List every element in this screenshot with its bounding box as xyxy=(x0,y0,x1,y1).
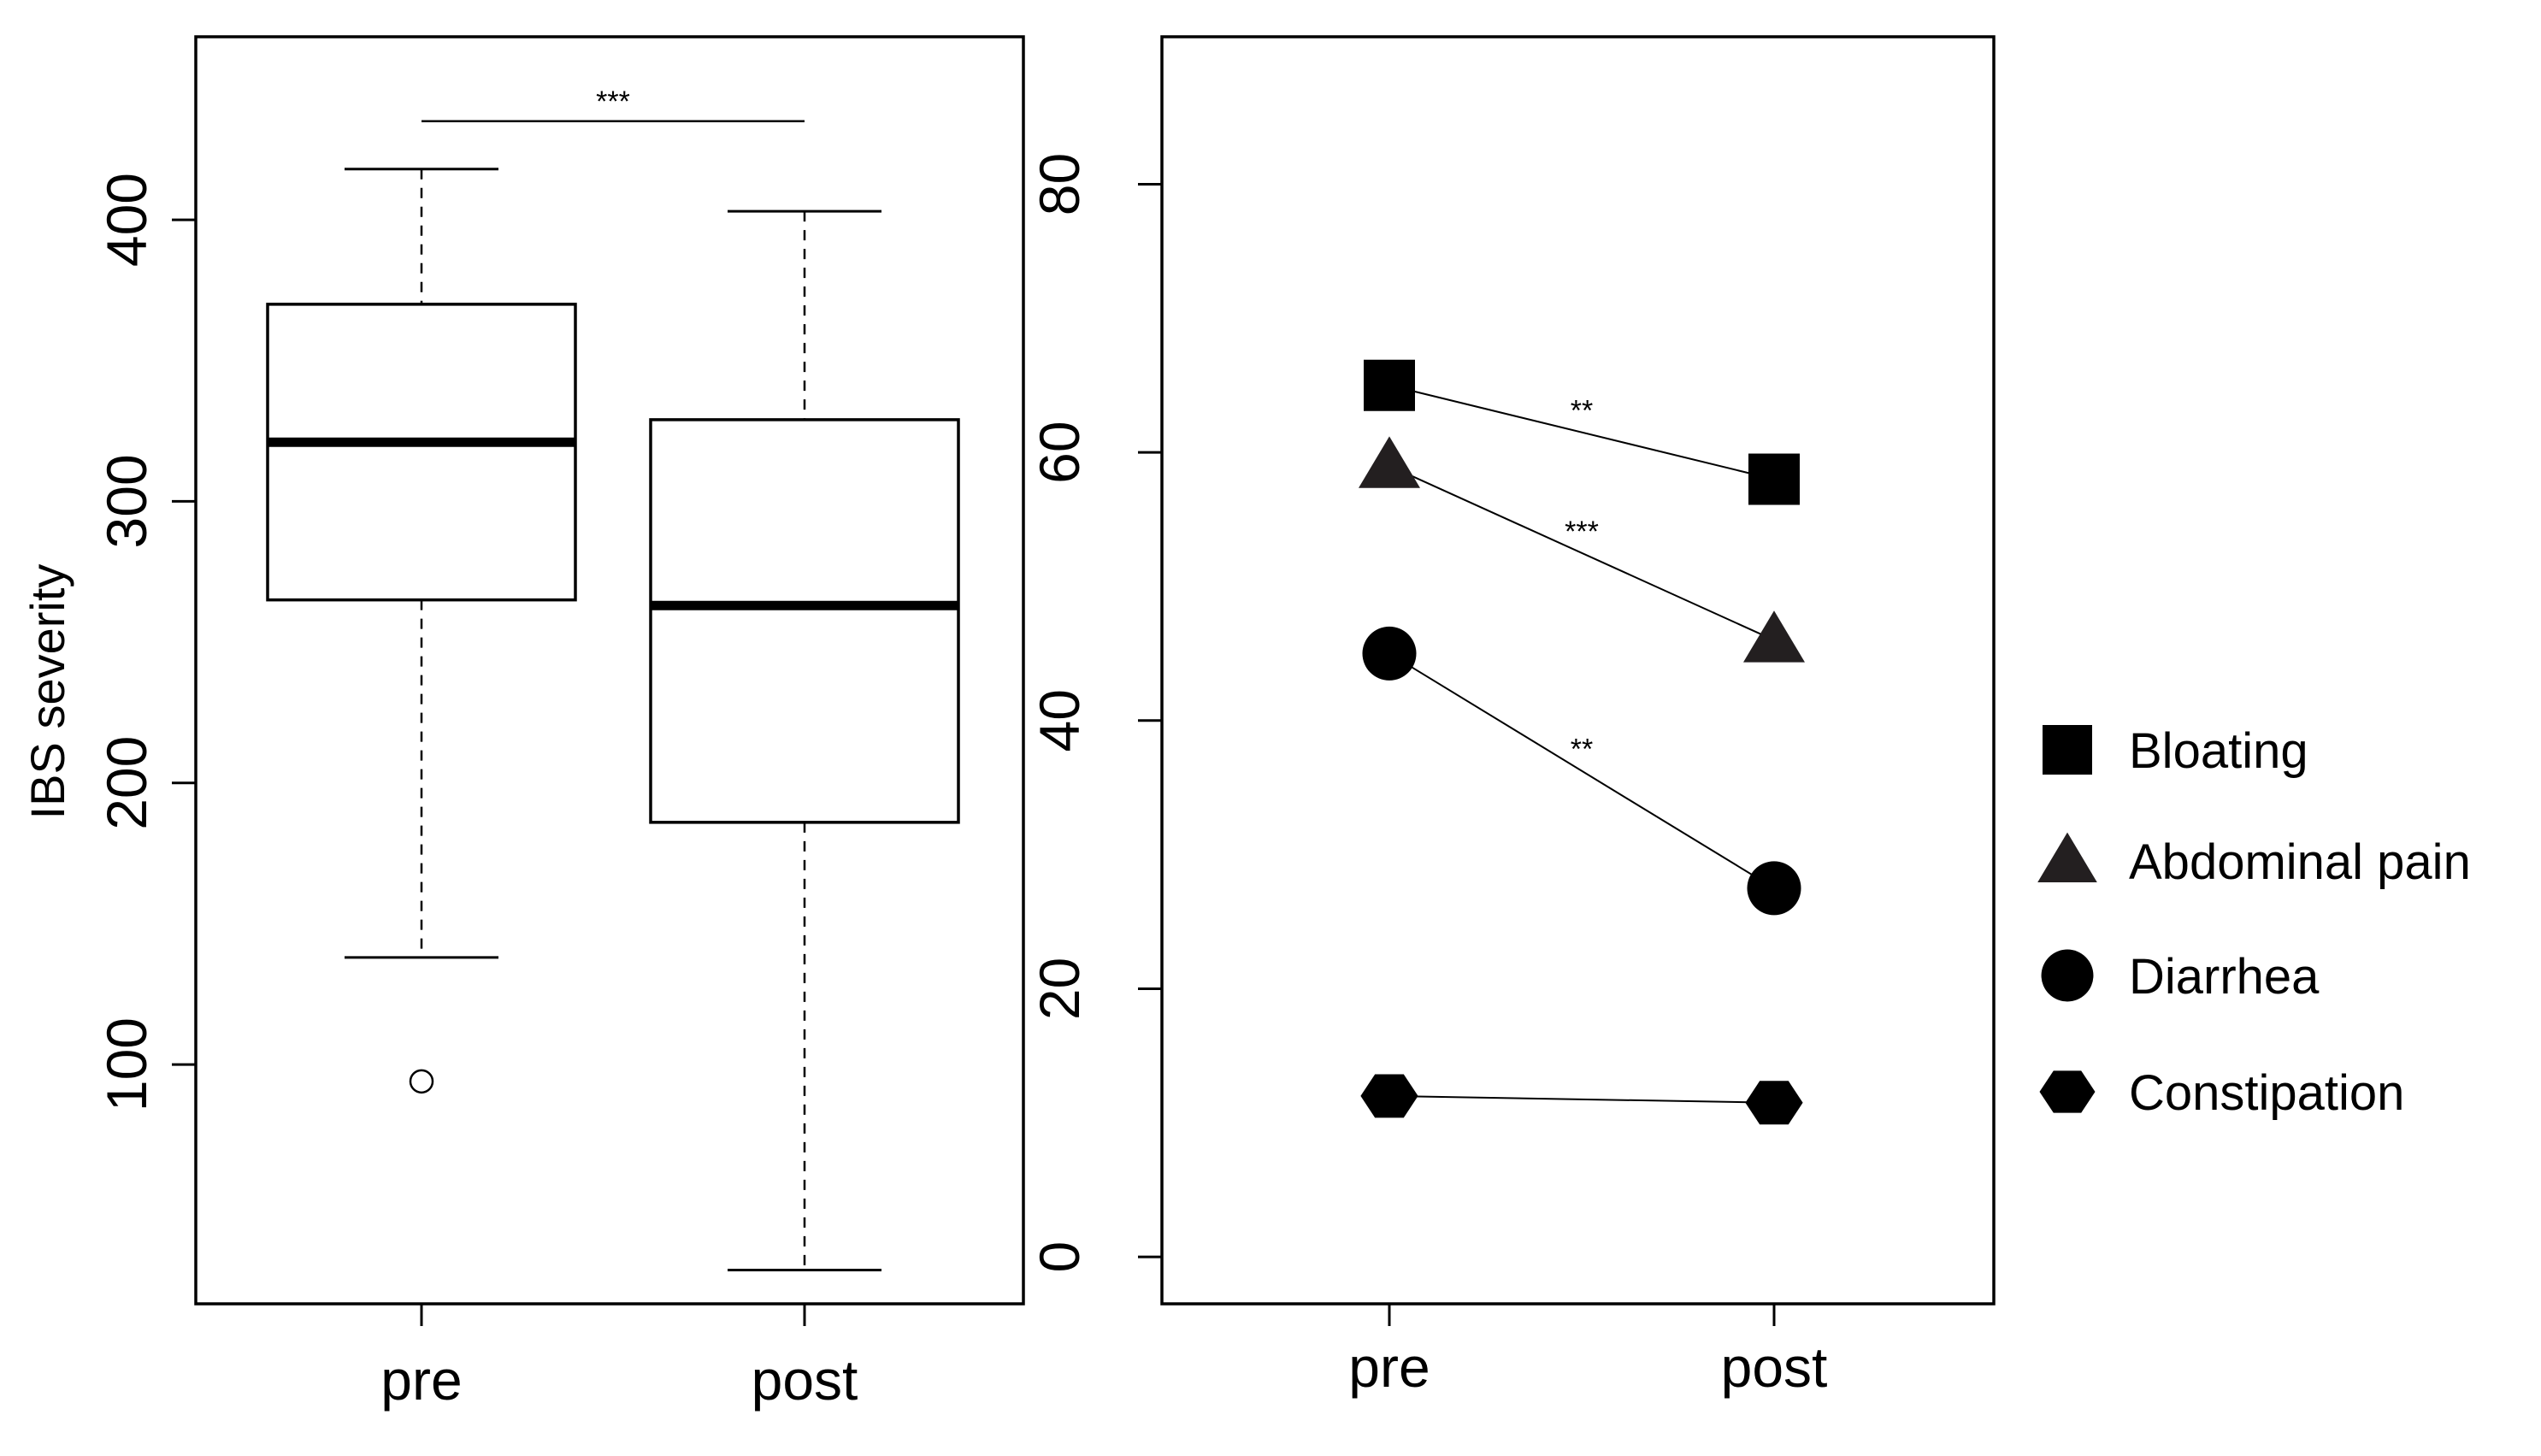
legend: Bloating Abdominal pain Diarrhea Constipati… xyxy=(2037,723,2471,1121)
line-annotations: ******* xyxy=(1565,395,1599,766)
legend-marker-hexagon xyxy=(2039,1070,2096,1113)
legend-label: Diarrhea xyxy=(2129,949,2320,1005)
legend-marker-circle xyxy=(2041,949,2094,1002)
line-y-tick-label: 40 xyxy=(1028,689,1091,752)
line-y-axis: 0 20 40 60 80 xyxy=(1028,153,1164,1273)
boxplot-y-tick-label: 100 xyxy=(95,1017,158,1111)
legend-item-constipation: Constipation xyxy=(2039,1065,2404,1121)
box-post xyxy=(649,209,960,1271)
box-pre xyxy=(266,168,577,1094)
legend-label: Bloating xyxy=(2129,723,2308,779)
legend-item-abdominal-pain: Abdominal pain xyxy=(2037,832,2471,890)
data-point-hexagon xyxy=(1360,1074,1418,1118)
line-y-tick-label: 0 xyxy=(1028,1241,1091,1273)
series-line xyxy=(1388,384,1775,480)
series-line xyxy=(1388,652,1775,889)
significance-label: ** xyxy=(1571,395,1593,427)
series-line xyxy=(1388,464,1775,641)
boxplot-annotations: *** xyxy=(422,85,805,123)
data-point-hexagon xyxy=(1745,1081,1803,1125)
significance-label: ** xyxy=(1571,734,1593,766)
significance-label: *** xyxy=(1565,516,1599,548)
legend-marker-triangle xyxy=(2037,832,2097,883)
series-line xyxy=(1388,1094,1775,1104)
data-point-circle xyxy=(1747,861,1801,916)
line-x-axis: pre post xyxy=(1348,1304,1827,1399)
series-abdominal-pain xyxy=(1359,436,1805,663)
legend-label: Abdominal pain xyxy=(2129,834,2471,890)
legend-marker-square xyxy=(2043,725,2092,775)
data-point-triangle xyxy=(1743,610,1805,663)
line-y-tick-label: 80 xyxy=(1028,153,1091,215)
data-point-square xyxy=(1364,359,1415,411)
line-series xyxy=(1359,359,1805,1125)
boxplot-panel: 100 200 300 400 pre post *** IBS severity xyxy=(21,35,1025,1412)
box-outlier xyxy=(409,1069,434,1094)
boxplot-boxes xyxy=(266,168,960,1271)
series-constipation xyxy=(1360,1074,1803,1125)
boxplot-y-tick-label: 300 xyxy=(95,454,158,548)
line-x-tick-label: pre xyxy=(1348,1335,1430,1399)
boxplot-x-tick-label: pre xyxy=(380,1348,462,1412)
legend-item-diarrhea: Diarrhea xyxy=(2041,949,2320,1005)
series-diarrhea xyxy=(1362,626,1801,916)
significance-label: *** xyxy=(596,85,630,118)
boxplot-y-axis: 100 200 300 400 xyxy=(95,173,198,1111)
boxplot-x-axis: pre post xyxy=(380,1304,858,1412)
boxplot-x-tick-label: post xyxy=(752,1348,858,1412)
line-y-tick-label: 20 xyxy=(1028,958,1091,1020)
legend-item-bloating: Bloating xyxy=(2043,723,2308,779)
boxplot-y-axis-title: IBS severity xyxy=(21,564,74,820)
series-bloating xyxy=(1364,359,1800,505)
box-iqr xyxy=(649,418,960,824)
boxplot-y-tick-label: 400 xyxy=(95,173,158,267)
line-x-tick-label: post xyxy=(1721,1335,1828,1399)
data-point-circle xyxy=(1362,626,1417,681)
data-point-square xyxy=(1748,453,1800,505)
box-iqr xyxy=(266,303,577,602)
data-point-triangle xyxy=(1359,436,1420,488)
line-plot-frame xyxy=(1160,35,1996,1306)
legend-label: Constipation xyxy=(2129,1065,2404,1121)
boxplot-y-tick-label: 200 xyxy=(95,736,158,830)
line-y-tick-label: 60 xyxy=(1028,421,1091,483)
